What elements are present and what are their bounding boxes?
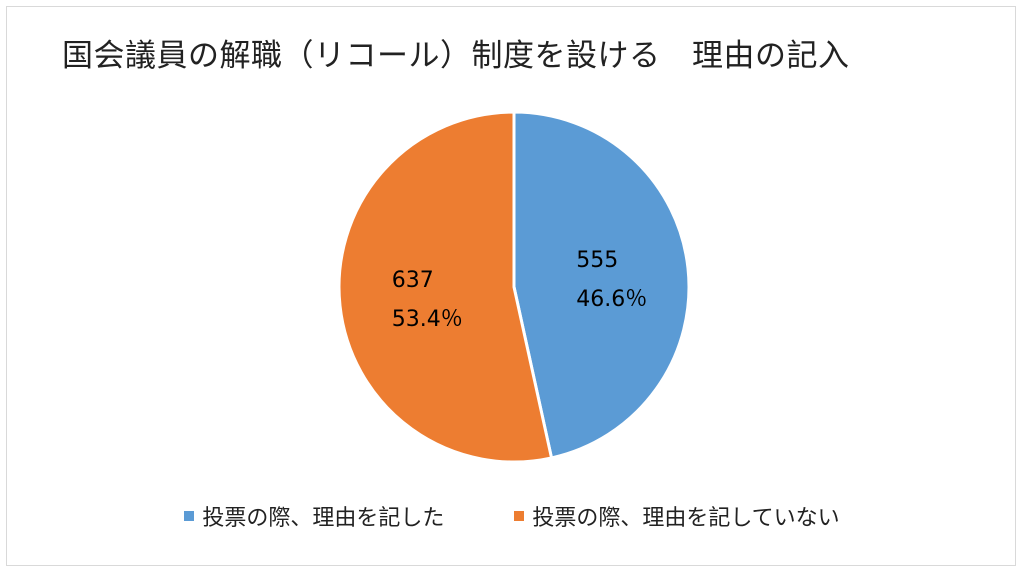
pie-slice-not-recorded xyxy=(337,110,554,464)
pie-slice-recorded xyxy=(512,110,691,460)
legend-swatch-orange xyxy=(514,511,525,521)
chart-title: 国会議員の解職（リコール）制度を設ける 理由の記入 xyxy=(62,38,850,74)
data-label-recorded-percent: 46.6％ xyxy=(576,287,647,312)
legend-item-not-recorded: 投票の際、理由を記していない xyxy=(514,500,840,532)
pie-data-labels: 555 46.6％ 637 53.4％ xyxy=(392,248,647,332)
legend-label-recorded: 投票の際、理由を記した xyxy=(202,506,445,531)
legend-item-recorded: 投票の際、理由を記した xyxy=(184,500,444,532)
pie-slices xyxy=(337,110,691,464)
chart-legend: 投票の際、理由を記した 投票の際、理由を記していない xyxy=(0,500,1024,532)
data-label-not-recorded-percent: 53.4％ xyxy=(392,307,463,332)
data-label-recorded-value: 555 xyxy=(576,248,618,273)
data-label-not-recorded-value: 637 xyxy=(392,268,434,293)
legend-label-not-recorded: 投票の際、理由を記していない xyxy=(532,506,840,531)
legend-swatch-blue xyxy=(184,511,195,521)
